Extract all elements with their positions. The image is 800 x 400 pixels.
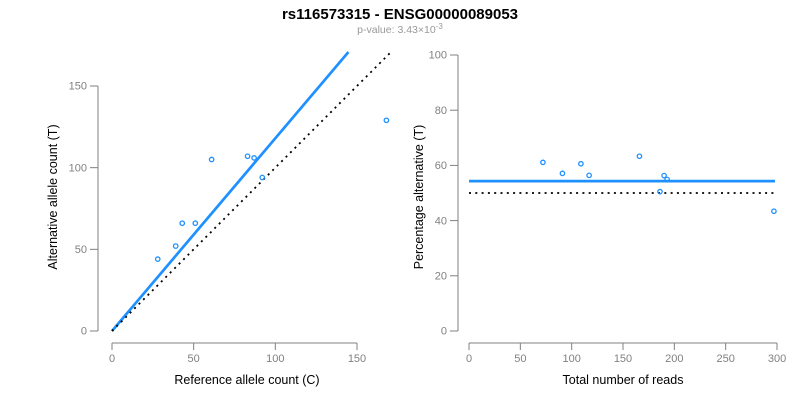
y-tick-label: 100	[429, 50, 447, 62]
y-tick-label: 50	[75, 244, 87, 256]
allele-count-scatter-plot: 0 50 100 150 0 50 100 150 Reference allele coun…	[46, 51, 392, 387]
axes: 0 20 40 60 80 100 0 50 100 150 200 250 300	[429, 50, 787, 365]
data-point	[192, 220, 199, 227]
x-tick-label: 150	[348, 353, 366, 365]
x-axis-title: Total number of reads	[563, 373, 684, 387]
data-points	[540, 153, 777, 215]
data-point	[172, 243, 179, 249]
data-point	[259, 174, 266, 181]
figure-subtitle: p-value: 3.43×10-3	[357, 22, 443, 36]
x-tick-label: 250	[716, 353, 734, 365]
data-point	[578, 160, 584, 167]
data-point	[540, 159, 546, 166]
data-point	[657, 188, 663, 195]
x-tick-label: 150	[614, 353, 632, 365]
percentage-scatter-plot: 0 20 40 60 80 100 0 50 100 150 200 250 300 Total num…	[412, 50, 786, 387]
x-tick-label: 0	[466, 353, 472, 365]
x-tick-label: 100	[266, 353, 284, 365]
data-point	[208, 156, 215, 163]
y-axis-title: Percentage alternative (T)	[412, 125, 426, 270]
x-tick-label: 300	[768, 353, 786, 365]
y-tick-label: 150	[69, 81, 87, 93]
y-tick-label: 0	[441, 326, 447, 338]
identity-line	[111, 51, 392, 332]
x-tick-label: 100	[562, 353, 580, 365]
x-tick-label: 50	[514, 353, 526, 365]
x-axis-title: Reference allele count (C)	[174, 373, 319, 387]
p-value-exponent: -3	[436, 22, 444, 31]
data-point	[251, 155, 257, 161]
fit-lines	[469, 179, 775, 194]
x-tick-label: 200	[665, 353, 683, 365]
data-point	[179, 220, 186, 227]
data-point	[244, 153, 251, 160]
y-tick-label: 20	[435, 271, 447, 283]
data-point	[664, 176, 671, 183]
fit-lines	[110, 51, 392, 332]
x-tick-label: 0	[109, 353, 115, 365]
y-tick-label: 0	[81, 326, 87, 338]
y-axis-title: Alternative allele count (T)	[46, 124, 60, 269]
y-tick-label: 80	[435, 105, 447, 117]
data-point	[559, 170, 566, 177]
axes: 0 50 100 150 0 50 100 150	[69, 81, 367, 365]
data-point	[586, 172, 592, 179]
data-point	[771, 208, 777, 215]
figure-title: rs116573315 - ENSG00000089053	[282, 6, 518, 23]
y-tick-label: 100	[69, 162, 87, 174]
regression-line	[110, 51, 350, 332]
data-point	[636, 153, 643, 160]
data-point	[383, 117, 390, 124]
p-value-text: p-value: 3.43×10	[357, 24, 436, 36]
x-tick-label: 50	[188, 353, 200, 365]
data-points	[154, 117, 390, 262]
data-point	[154, 256, 161, 262]
y-tick-label: 60	[435, 160, 447, 172]
y-tick-label: 40	[435, 215, 447, 227]
data-point	[661, 172, 667, 179]
